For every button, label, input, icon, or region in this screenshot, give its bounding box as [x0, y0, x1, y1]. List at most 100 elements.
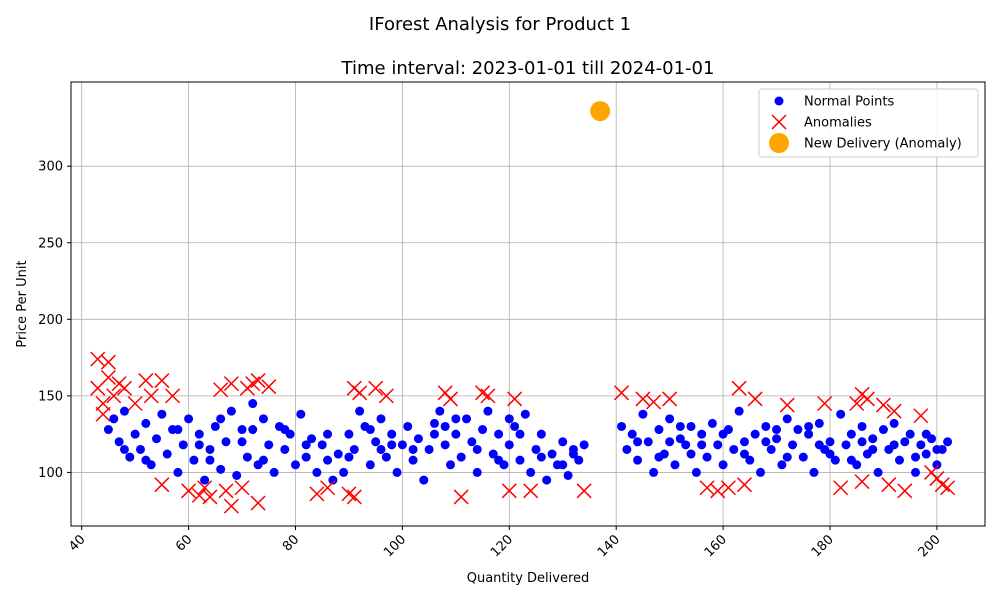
normal-point: [205, 455, 215, 465]
normal-point: [782, 452, 792, 462]
normal-point: [633, 437, 643, 447]
anomaly-point: [341, 486, 357, 502]
anomaly-point: [940, 480, 956, 496]
anomaly-point-stroke: [886, 403, 902, 419]
legend-marker: [769, 133, 789, 153]
normal-point: [739, 437, 749, 447]
normal-point: [333, 449, 343, 459]
normal-point: [782, 414, 792, 424]
anomaly-point: [731, 380, 747, 396]
normal-point: [622, 444, 632, 454]
normal-point: [435, 406, 445, 416]
normal-point: [579, 440, 589, 450]
anomaly-point: [854, 474, 870, 490]
anomaly-point-stroke: [699, 480, 715, 496]
anomaly-point-stroke: [95, 406, 111, 422]
anomaly-point: [234, 480, 250, 496]
normal-point: [675, 434, 685, 444]
anomaly-point-stroke: [747, 391, 763, 407]
normal-point: [429, 418, 439, 428]
anomaly-point-stroke: [710, 483, 726, 499]
normal-point: [162, 449, 172, 459]
normal-point: [451, 429, 461, 439]
normal-point: [387, 440, 397, 450]
anomaly-point-stroke: [106, 388, 122, 404]
normal-point: [232, 470, 242, 480]
anomaly-point: [849, 395, 865, 412]
anomaly-point-stroke: [250, 495, 266, 511]
normal-point: [878, 425, 888, 435]
anomaly-point-stroke: [875, 397, 891, 413]
y-tick-label: 250: [38, 236, 63, 251]
normal-point: [868, 444, 878, 454]
x-tick-label: 120: [488, 532, 516, 560]
anomaly-point: [453, 489, 469, 505]
normal-point: [397, 440, 407, 450]
normal-point: [542, 475, 552, 485]
normal-point: [793, 425, 803, 435]
normal-point: [456, 452, 466, 462]
normal-point: [119, 444, 129, 454]
anomaly-point-stroke: [116, 380, 132, 396]
normal-point: [494, 455, 504, 465]
normal-point: [403, 421, 413, 431]
anomaly-point-stroke: [442, 391, 459, 407]
normal-point: [424, 444, 434, 454]
normal-point: [777, 460, 787, 470]
anomaly-point-stroke: [614, 385, 630, 401]
anomaly-point-stroke: [854, 474, 870, 490]
anomaly-point-stroke: [368, 380, 384, 396]
normal-point: [654, 425, 664, 435]
anomaly-point-stroke: [662, 391, 678, 407]
anomaly-point: [507, 391, 523, 407]
normal-point: [371, 437, 381, 447]
normal-point: [921, 449, 931, 459]
anomaly-point: [747, 391, 763, 407]
anomaly-point: [250, 495, 266, 511]
normal-point: [504, 414, 514, 424]
legend-marker: [771, 114, 787, 130]
anomaly-point-stroke: [100, 369, 116, 386]
anomaly-point-stroke: [218, 483, 234, 499]
normal-point: [114, 437, 124, 447]
normal-point: [707, 418, 717, 428]
anomaly-point-stroke: [881, 477, 897, 493]
anomaly-point: [320, 480, 336, 496]
normal-point: [119, 406, 129, 416]
normal-point: [675, 421, 685, 431]
normal-point: [307, 434, 317, 444]
legend-marker-stroke: [771, 114, 787, 130]
normal-point: [237, 425, 247, 435]
anomaly-point-stroke: [202, 489, 218, 505]
normal-point: [178, 440, 188, 450]
normal-point: [750, 429, 760, 439]
anomaly-point: [934, 477, 950, 493]
anomaly-point-stroke: [646, 394, 662, 410]
data-points: [90, 101, 956, 514]
normal-point: [258, 455, 268, 465]
anomaly-point: [100, 354, 116, 370]
normal-point: [766, 444, 776, 454]
normal-point: [889, 440, 899, 450]
normal-point: [408, 455, 418, 465]
normal-point: [804, 421, 814, 431]
normal-point: [205, 444, 215, 454]
anomaly-point: [614, 385, 630, 401]
anomaly-point-stroke: [95, 395, 111, 412]
normal-point: [515, 455, 525, 465]
anomaly-point-stroke: [197, 480, 213, 496]
anomaly-point: [213, 382, 229, 398]
normal-point: [718, 460, 728, 470]
normal-point: [520, 409, 530, 419]
anomaly-point: [720, 480, 736, 496]
anomaly-point: [699, 480, 715, 496]
normal-point: [814, 440, 824, 450]
anomaly-point-stroke: [250, 373, 266, 389]
normal-point: [344, 429, 354, 439]
anomaly-point-stroke: [138, 373, 154, 389]
normal-point: [756, 467, 766, 477]
normal-point: [788, 440, 798, 450]
y-tick-label: 100: [38, 466, 63, 481]
x-tick-label: 60: [173, 532, 195, 554]
normal-point: [290, 460, 300, 470]
